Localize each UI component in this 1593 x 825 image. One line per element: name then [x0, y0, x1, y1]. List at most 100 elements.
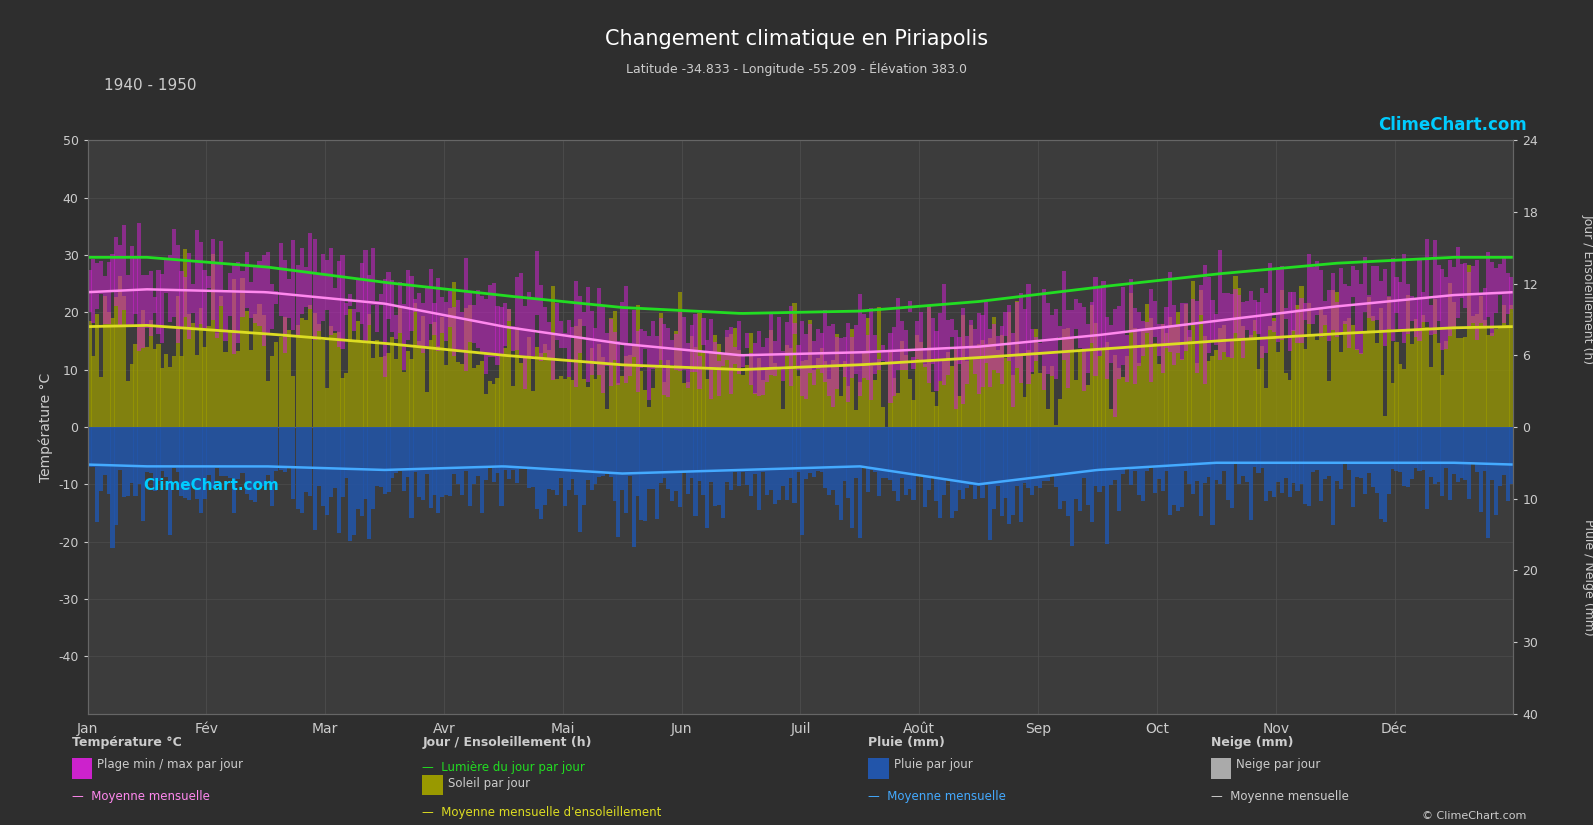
- Bar: [644, 331, 647, 349]
- Bar: [299, 248, 304, 314]
- Bar: [922, 350, 927, 367]
- Bar: [1106, 342, 1109, 427]
- Bar: [1222, 325, 1227, 427]
- Bar: [417, 427, 421, 497]
- Bar: [808, 427, 812, 474]
- Bar: [613, 310, 616, 427]
- Bar: [1510, 277, 1513, 309]
- Bar: [456, 427, 460, 483]
- Bar: [903, 330, 908, 370]
- Bar: [935, 406, 938, 427]
- Bar: [104, 276, 107, 324]
- Bar: [1176, 313, 1180, 427]
- Bar: [511, 326, 516, 351]
- Bar: [1063, 427, 1066, 502]
- Bar: [746, 333, 749, 348]
- Bar: [253, 314, 258, 427]
- Bar: [1394, 427, 1399, 471]
- Bar: [503, 303, 508, 346]
- Bar: [1023, 427, 1027, 483]
- Bar: [701, 351, 706, 427]
- Bar: [1066, 427, 1070, 516]
- Bar: [765, 427, 769, 495]
- Bar: [1265, 294, 1268, 353]
- Bar: [873, 427, 878, 472]
- Bar: [175, 245, 180, 343]
- Bar: [911, 427, 916, 500]
- Bar: [118, 427, 123, 469]
- Bar: [167, 427, 172, 535]
- Bar: [730, 427, 733, 490]
- Bar: [835, 427, 840, 505]
- Bar: [417, 293, 421, 347]
- Bar: [620, 302, 624, 343]
- Bar: [1238, 427, 1241, 484]
- Bar: [1370, 266, 1375, 321]
- Bar: [816, 427, 820, 471]
- Bar: [1375, 427, 1380, 493]
- Bar: [1082, 351, 1086, 427]
- Bar: [1324, 315, 1327, 427]
- Bar: [1502, 258, 1505, 323]
- Bar: [593, 380, 597, 427]
- Bar: [746, 365, 749, 427]
- Bar: [832, 360, 835, 427]
- Bar: [1383, 269, 1386, 346]
- Bar: [796, 345, 801, 370]
- Bar: [1149, 427, 1153, 468]
- Bar: [1418, 331, 1421, 427]
- Bar: [988, 328, 992, 387]
- Bar: [202, 346, 207, 427]
- Bar: [1129, 279, 1133, 332]
- Bar: [785, 322, 789, 356]
- Bar: [180, 356, 183, 427]
- Bar: [559, 375, 562, 427]
- Bar: [456, 299, 460, 351]
- Bar: [142, 275, 145, 348]
- Bar: [271, 427, 274, 506]
- Bar: [175, 427, 180, 472]
- Bar: [153, 348, 156, 427]
- Bar: [693, 314, 698, 371]
- Bar: [865, 318, 870, 427]
- Bar: [1007, 427, 1012, 525]
- Bar: [846, 323, 851, 403]
- Bar: [1050, 366, 1055, 427]
- Bar: [425, 392, 429, 427]
- Bar: [969, 320, 973, 357]
- Bar: [1386, 427, 1391, 494]
- Bar: [413, 427, 417, 472]
- Text: Pluie (mm): Pluie (mm): [868, 736, 945, 749]
- Bar: [1225, 427, 1230, 500]
- Bar: [919, 312, 924, 361]
- Bar: [1093, 277, 1098, 376]
- Bar: [99, 262, 104, 294]
- Bar: [1161, 427, 1164, 492]
- Bar: [312, 239, 317, 340]
- Bar: [153, 427, 156, 492]
- Bar: [927, 304, 930, 383]
- Bar: [186, 314, 191, 427]
- Bar: [500, 308, 503, 355]
- Bar: [749, 427, 753, 496]
- Bar: [1063, 271, 1066, 361]
- Bar: [573, 427, 578, 495]
- Bar: [1335, 292, 1340, 427]
- Bar: [349, 427, 352, 540]
- Bar: [636, 331, 640, 392]
- Bar: [1478, 427, 1483, 512]
- Bar: [609, 319, 613, 386]
- Bar: [96, 427, 99, 522]
- Bar: [292, 427, 295, 498]
- Bar: [1391, 383, 1394, 427]
- Bar: [690, 427, 693, 478]
- Bar: [1085, 324, 1090, 373]
- Bar: [1042, 366, 1047, 427]
- Bar: [977, 427, 981, 486]
- Bar: [194, 355, 199, 427]
- Bar: [363, 341, 368, 427]
- Text: ClimeChart.com: ClimeChart.com: [143, 478, 279, 493]
- Bar: [941, 361, 946, 427]
- Bar: [1359, 284, 1364, 354]
- Bar: [519, 427, 524, 469]
